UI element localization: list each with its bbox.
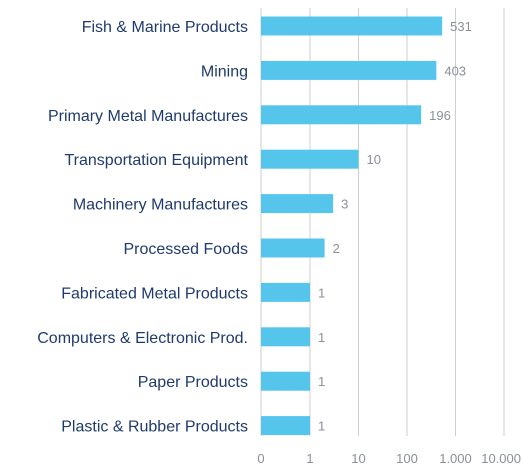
value-label: 531 <box>450 19 472 34</box>
category-label: Primary Metal Manufactures <box>48 108 248 125</box>
value-label: 1 <box>318 374 325 389</box>
bars <box>261 16 443 436</box>
bar <box>261 105 422 125</box>
value-label: 1 <box>318 285 325 300</box>
bar <box>261 416 310 436</box>
bar <box>261 149 359 169</box>
bar <box>261 282 310 302</box>
bar <box>261 327 310 347</box>
category-labels: Fish & Marine Products Mining Primary Meta… <box>37 19 248 436</box>
value-label: 196 <box>429 108 451 123</box>
x-tick-label: 0 <box>257 451 264 466</box>
bar <box>261 238 325 258</box>
category-label: Plastic & Rubber Products <box>61 419 248 436</box>
category-label: Processed Foods <box>123 241 248 258</box>
x-tick-label: 10.000 <box>481 451 521 466</box>
bar <box>261 16 443 36</box>
category-label: Machinery Manufactures <box>73 197 248 214</box>
category-label: Computers & Electronic Prod. <box>37 330 248 347</box>
value-labels: 531 403 196 10 3 2 1 1 1 1 <box>318 19 472 434</box>
x-tick-label: 10 <box>351 451 365 466</box>
bar <box>261 60 437 80</box>
category-label: Mining <box>201 63 248 80</box>
value-label: 2 <box>333 241 340 256</box>
value-label: 10 <box>367 152 381 167</box>
x-tick-label: 100 <box>396 451 418 466</box>
x-tick-label: 1.000 <box>439 451 472 466</box>
value-label: 1 <box>318 419 325 434</box>
x-tick-label: 1 <box>306 451 313 466</box>
category-label: Transportation Equipment <box>64 152 248 169</box>
bar <box>261 371 310 391</box>
value-label: 1 <box>318 330 325 345</box>
value-label: 3 <box>341 197 348 212</box>
category-label: Fabricated Metal Products <box>61 285 248 302</box>
category-label: Paper Products <box>138 374 248 391</box>
bar <box>261 194 334 214</box>
x-axis-tick-labels: 0 1 10 100 1.000 10.000 <box>257 451 521 466</box>
value-label: 403 <box>444 63 466 78</box>
category-label: Fish & Marine Products <box>82 19 248 36</box>
